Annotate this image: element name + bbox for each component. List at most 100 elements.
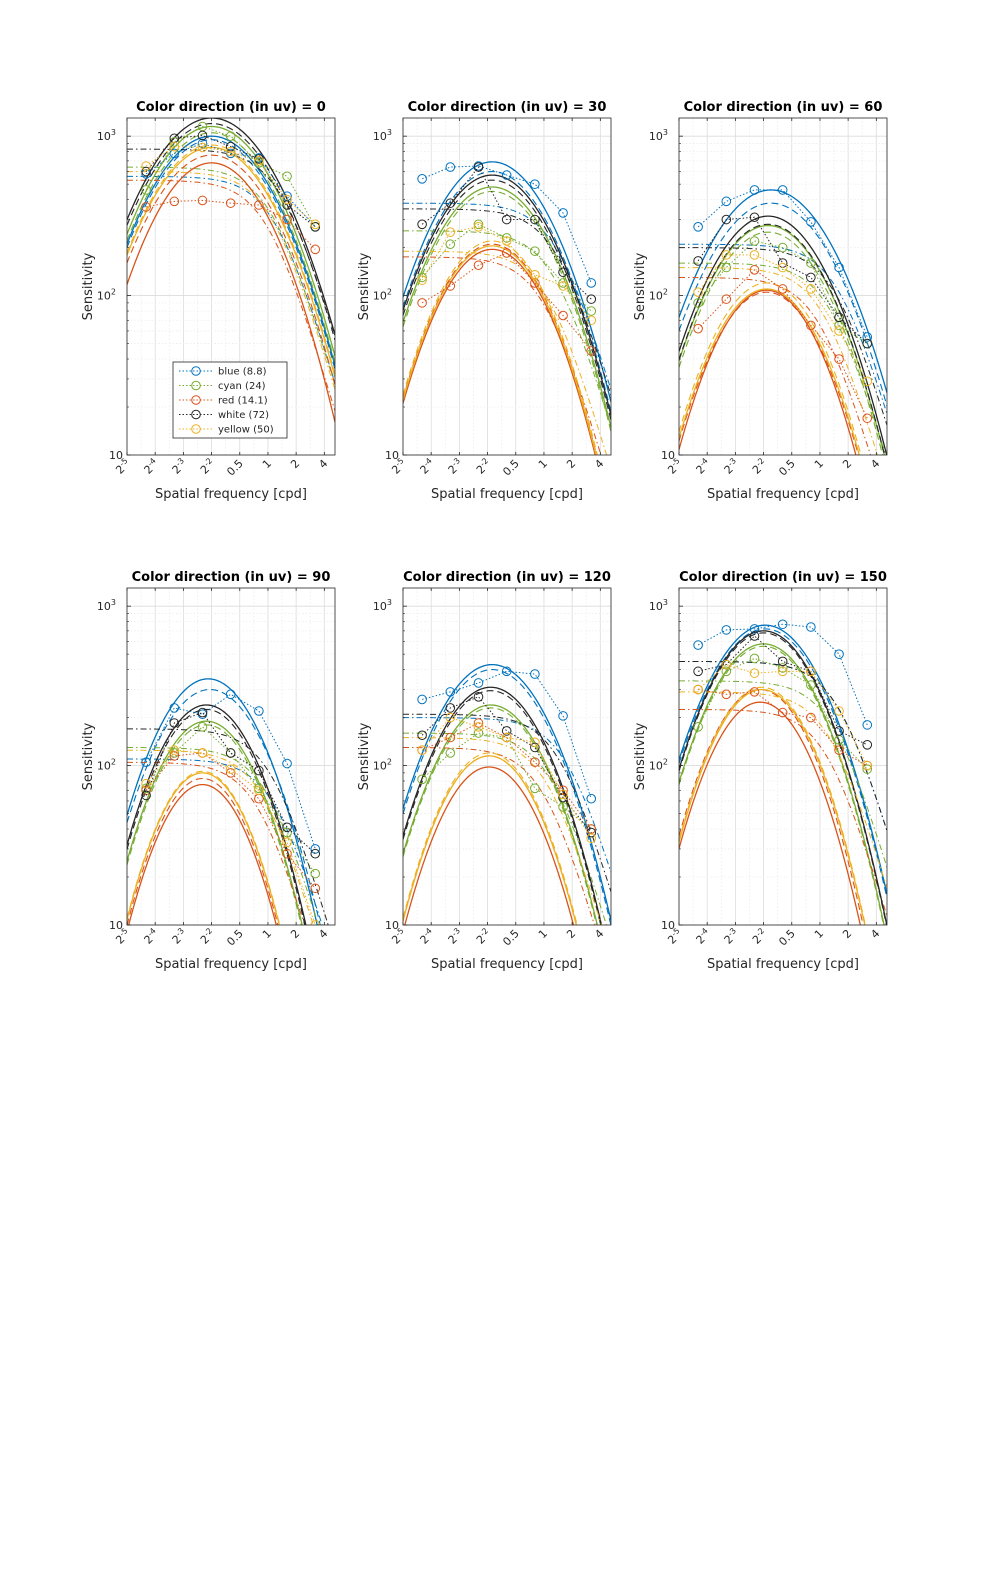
- measured-point-yellow: [806, 284, 816, 294]
- model-dashed-white: [127, 122, 335, 341]
- measured-point-yellow: [197, 142, 208, 153]
- measured-point-white: [282, 822, 292, 833]
- measured-point-white: [721, 214, 732, 225]
- measured-point-blue: [282, 758, 292, 769]
- panel-title: Color direction (in uv) = 30: [408, 100, 607, 115]
- x-tick-label: 1: [536, 457, 550, 471]
- measured-point-cyan: [197, 722, 208, 732]
- model-solid-yellow: [679, 288, 860, 455]
- measured-point-cyan: [586, 306, 597, 316]
- x-tick-label: 2-3: [169, 456, 189, 476]
- measured-point-cyan: [141, 185, 151, 195]
- measured-line-yellow: [697, 664, 868, 766]
- x-tick-label: 2-4: [693, 926, 713, 946]
- y-tick-label: 102: [649, 758, 668, 773]
- measured-point-blue: [225, 689, 236, 700]
- model-solid-white: [127, 118, 335, 335]
- measured-point-white: [197, 707, 208, 718]
- measured-point-yellow: [749, 668, 760, 678]
- model-dashed-blue: [403, 669, 611, 925]
- measured-point-blue: [445, 162, 456, 172]
- measured-line-blue: [697, 623, 868, 726]
- y-axis-label: Sensitivity: [357, 722, 372, 790]
- measured-point-red: [417, 298, 427, 308]
- axes-box: [678, 587, 888, 926]
- measured-point-cyan: [777, 242, 788, 253]
- x-tick-label: 4: [316, 927, 330, 941]
- measured-point-white: [445, 198, 456, 208]
- measured-point-yellow: [169, 141, 180, 152]
- measured-line-cyan: [697, 240, 868, 344]
- measured-point-yellow: [473, 222, 484, 232]
- series-group: [127, 678, 329, 925]
- measured-point-white: [749, 631, 760, 641]
- measured-point-cyan: [282, 171, 292, 182]
- x-tick-label: 2-2: [197, 926, 217, 946]
- legend-label-yellow: yellow (50): [218, 425, 274, 436]
- x-tick-label: 1: [260, 457, 274, 471]
- measured-point-white: [530, 742, 540, 753]
- measured-point-white: [310, 222, 321, 232]
- model-solid-cyan: [403, 186, 611, 428]
- measured-point-yellow: [721, 250, 732, 260]
- x-tick-label: 2-2: [749, 926, 769, 946]
- plot-area: [679, 118, 887, 455]
- measured-point-blue: [473, 678, 484, 688]
- x-axis-label: Spatial frequency [cpd]: [707, 487, 859, 502]
- measured-point-white: [141, 166, 151, 177]
- x-tick-label: 2: [564, 457, 578, 471]
- measured-point-yellow: [806, 666, 816, 677]
- measured-point-yellow: [558, 281, 568, 291]
- x-tick-label: 2-3: [445, 456, 465, 476]
- measured-point-blue: [417, 694, 427, 705]
- model-solid-white: [679, 215, 887, 455]
- measured-point-yellow: [254, 156, 264, 166]
- y-tick-label: 103: [97, 598, 116, 613]
- model-solid-white: [403, 686, 603, 925]
- x-axis-label: Spatial frequency [cpd]: [155, 957, 307, 972]
- measured-point-white: [862, 740, 873, 750]
- measured-point-yellow: [197, 748, 208, 758]
- measured-point-blue: [501, 170, 512, 180]
- measured-point-yellow: [310, 219, 321, 230]
- measured-point-red: [721, 294, 732, 304]
- measured-point-cyan: [473, 728, 484, 738]
- y-tick-label: 10: [661, 919, 675, 932]
- measured-point-white: [169, 718, 180, 728]
- measured-point-yellow: [169, 745, 180, 755]
- measured-point-yellow: [530, 737, 540, 748]
- measured-point-red: [777, 707, 788, 718]
- y-tick-label: 103: [373, 598, 392, 613]
- legend-label-cyan: cyan (24): [218, 381, 266, 392]
- x-tick-label: 4: [592, 457, 606, 471]
- measured-point-red: [445, 281, 456, 291]
- measured-point-cyan: [445, 239, 456, 250]
- measured-point-white: [834, 312, 844, 323]
- measured-point-cyan: [558, 278, 568, 288]
- measured-point-white: [834, 726, 844, 736]
- x-tick-label: 2-4: [141, 926, 161, 946]
- measured-point-blue: [586, 278, 597, 288]
- measured-point-red: [834, 745, 844, 755]
- measured-point-white: [586, 294, 597, 304]
- x-tick-label: 2: [288, 927, 302, 941]
- measured-point-red: [558, 785, 568, 796]
- measured-point-white: [282, 200, 292, 210]
- model-solid-cyan: [679, 643, 885, 925]
- y-tick-label: 10: [385, 919, 399, 932]
- x-tick-label: 2-2: [473, 456, 493, 476]
- measured-point-blue: [834, 262, 844, 273]
- model-dashed-red: [679, 291, 859, 455]
- legend-marker-white: [191, 409, 201, 420]
- measured-point-white: [558, 792, 568, 803]
- measured-line-cyan: [421, 223, 592, 312]
- model-solid-white: [127, 704, 307, 925]
- measured-point-blue: [806, 217, 816, 227]
- model-solid-yellow: [127, 772, 280, 925]
- axes-box: [126, 587, 336, 926]
- measured-line-yellow: [697, 254, 868, 382]
- measured-point-white: [501, 214, 512, 225]
